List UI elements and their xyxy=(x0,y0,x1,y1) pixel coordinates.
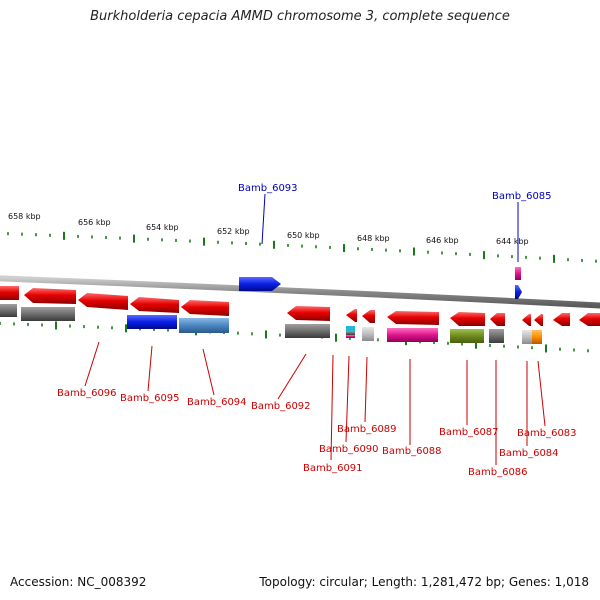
gene-box-bamb-6095[interactable] xyxy=(127,315,177,329)
gene-label-bamb-6095[interactable]: Bamb_6095 xyxy=(120,393,180,404)
scale-label: 646 kbp xyxy=(426,236,459,245)
gene-arrow-bamb-6093[interactable] xyxy=(239,277,281,291)
gene-arrow[interactable] xyxy=(24,288,76,304)
forward-strand xyxy=(239,267,522,299)
scale-label: 654 kbp xyxy=(146,223,179,232)
gene-box-bamb-6083[interactable] xyxy=(532,330,542,344)
gene-box-bamb-6094[interactable] xyxy=(179,318,229,333)
gene-label-bamb-6092[interactable]: Bamb_6092 xyxy=(251,401,311,412)
gene-arrow[interactable] xyxy=(78,293,128,310)
gene-box[interactable] xyxy=(0,304,17,317)
gene-label-bamb-6087[interactable]: Bamb_6087 xyxy=(439,427,499,438)
scale-label: 650 kbp xyxy=(287,231,320,240)
gene-label-bamb-6085[interactable]: Bamb_6085 xyxy=(492,191,552,202)
gene-arrow[interactable] xyxy=(490,313,505,326)
gene-arrow[interactable] xyxy=(346,309,357,322)
scale-labels: 658 kbp 656 kbp 654 kbp 652 kbp 650 kbp … xyxy=(8,212,529,246)
gene-label-bamb-6088[interactable]: Bamb_6088 xyxy=(382,446,442,457)
gene-box-bamb-6087[interactable] xyxy=(450,329,484,343)
gene-arrow[interactable] xyxy=(450,312,485,326)
gene-arrow[interactable] xyxy=(181,300,229,316)
gene-label-bamb-6090[interactable]: Bamb_6090 xyxy=(319,444,379,455)
gene-arrow-bamb-6085[interactable] xyxy=(515,285,522,299)
chromosome-backbone xyxy=(0,275,600,309)
gene-arrow[interactable] xyxy=(553,313,570,326)
gene-labels: Bamb_6093 Bamb_6085 Bamb_6096 Bamb_6095 … xyxy=(57,183,577,478)
gene-label-bamb-6083[interactable]: Bamb_6083 xyxy=(517,428,577,439)
gene-arrow[interactable] xyxy=(287,306,330,321)
scale-label: 656 kbp xyxy=(78,218,111,227)
scale-label: 648 kbp xyxy=(357,234,390,243)
reverse-strand xyxy=(0,286,600,344)
gene-label-bamb-6084[interactable]: Bamb_6084 xyxy=(499,448,559,459)
gene-arrow[interactable] xyxy=(534,314,543,326)
gene-label-bamb-6096[interactable]: Bamb_6096 xyxy=(57,388,117,399)
scale-label: 644 kbp xyxy=(496,237,529,246)
topology-text: Topology: circular; Length: 1,281,472 bp… xyxy=(259,575,589,589)
gene-label-bamb-6094[interactable]: Bamb_6094 xyxy=(187,397,247,408)
map-title: Burkholderia cepacia AMMD chromosome 3, … xyxy=(90,9,510,24)
gene-arrow[interactable] xyxy=(579,313,600,326)
gene-box-bamb-6089[interactable] xyxy=(362,327,374,341)
gene-arrow[interactable] xyxy=(130,297,179,313)
accession-text: Accession: NC_008392 xyxy=(10,575,147,589)
gene-arrow[interactable] xyxy=(362,310,375,323)
gene-label-bamb-6093[interactable]: Bamb_6093 xyxy=(238,183,298,194)
gene-box-bamb-6091[interactable] xyxy=(346,331,355,335)
gene-box-bamb-6088[interactable] xyxy=(387,328,438,342)
scale-label: 658 kbp xyxy=(8,212,41,221)
gene-label-bamb-6089[interactable]: Bamb_6089 xyxy=(337,424,397,435)
gene-box-bamb-6092[interactable] xyxy=(285,324,330,338)
gene-box-bamb-6086[interactable] xyxy=(489,329,504,343)
gene-box[interactable] xyxy=(346,335,355,338)
gene-label-bamb-6091[interactable]: Bamb_6091 xyxy=(303,463,363,474)
gene-arrow[interactable] xyxy=(387,311,439,325)
gene-arrow[interactable] xyxy=(0,286,19,300)
gene-box-bamb-6084[interactable] xyxy=(522,330,532,344)
gene-arrow[interactable] xyxy=(522,314,531,326)
scale-label: 652 kbp xyxy=(217,227,250,236)
gene-box-bamb-6085[interactable] xyxy=(515,267,521,280)
gene-box-bamb-6090[interactable] xyxy=(346,326,355,331)
gene-label-bamb-6086[interactable]: Bamb_6086 xyxy=(468,467,528,478)
upper-tick-row xyxy=(7,231,597,263)
gene-box[interactable] xyxy=(21,307,75,321)
label-leaders xyxy=(84,193,546,465)
